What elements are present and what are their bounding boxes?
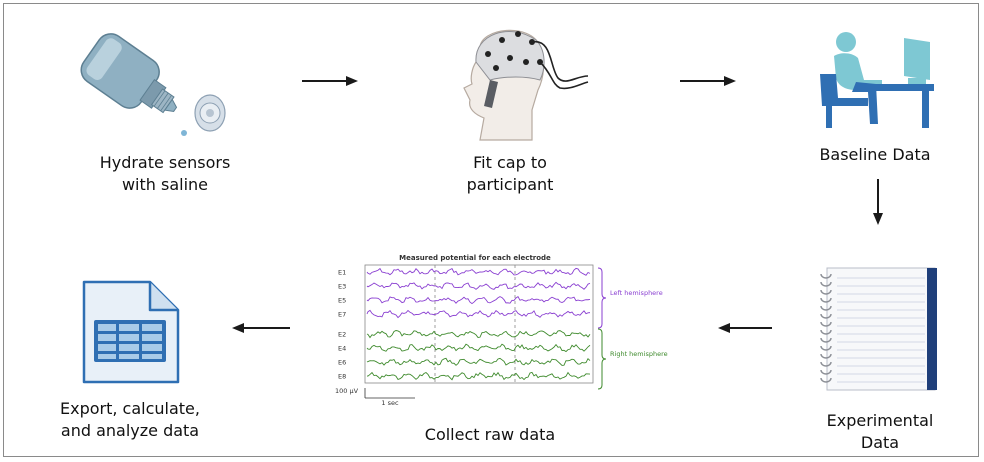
spreadsheet-file-icon	[82, 280, 180, 384]
eeg-trace	[366, 309, 591, 319]
eeg-title: Measured potential for each electrode	[399, 254, 551, 262]
channel-label: E5	[338, 297, 346, 305]
eeg-trace	[366, 295, 591, 305]
eeg-traces-plot: Measured potential for each electrode E1…	[335, 254, 668, 407]
right-hemisphere-bracket	[597, 328, 607, 390]
arrow-right-icon	[680, 76, 736, 86]
notebook-icon	[820, 267, 937, 391]
experimental-label: Experimental Data	[826, 411, 934, 452]
right-hemisphere-label: Right hemisphere	[610, 350, 668, 358]
channel-label: E1	[338, 269, 346, 277]
eeg-trace	[366, 371, 591, 381]
arrow-right-icon	[302, 76, 358, 86]
eeg-trace	[366, 267, 591, 276]
scale-voltage-label: 100 µV	[335, 387, 359, 395]
eeg-trace	[366, 281, 591, 290]
diagram-frame	[3, 3, 979, 457]
arrow-down-icon	[873, 179, 883, 225]
collect-label: Collect raw data	[424, 425, 556, 444]
eeg-cap-head-icon	[463, 29, 589, 141]
eeg-trace	[366, 343, 591, 353]
channel-label: E2	[338, 331, 346, 339]
eeg-trace	[366, 357, 591, 366]
left-hemisphere-label: Left hemisphere	[610, 289, 663, 297]
baseline-label: Baseline Data	[819, 145, 931, 164]
eeg-trace	[366, 330, 591, 339]
channel-label: E4	[338, 345, 346, 353]
arrow-left-icon	[232, 323, 290, 333]
scale-time-label: 1 sec	[381, 399, 399, 407]
channel-label: E7	[338, 311, 346, 319]
left-hemisphere-bracket	[597, 267, 607, 329]
person-at-desk-icon	[820, 32, 934, 128]
hydrate-label: Hydrate sensors with saline	[99, 153, 231, 194]
export-label: Export, calculate, and analyze data	[60, 399, 200, 440]
arrow-left-icon	[718, 323, 772, 333]
fit-cap-label: Fit cap to participant	[466, 153, 554, 194]
saline-bottle-icon	[80, 33, 226, 136]
channel-label: E3	[338, 283, 346, 291]
channel-label: E8	[338, 373, 346, 381]
channel-label: E6	[338, 359, 346, 367]
